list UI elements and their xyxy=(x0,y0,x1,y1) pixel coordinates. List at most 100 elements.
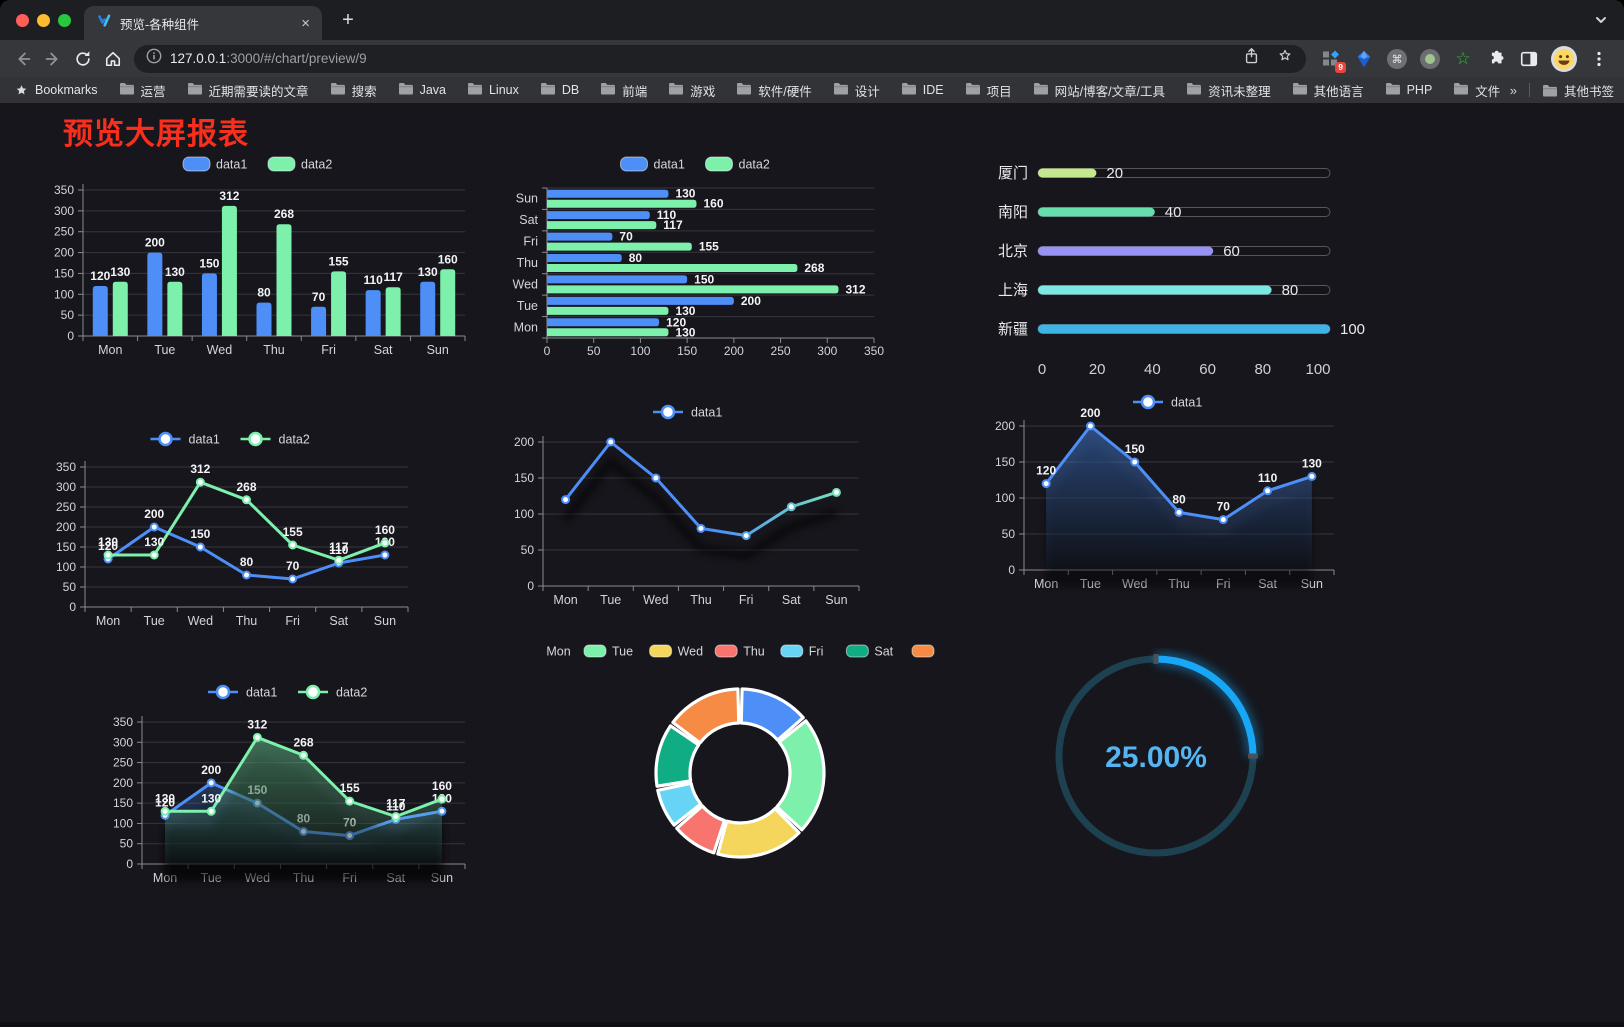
svg-text:312: 312 xyxy=(190,462,210,476)
svg-text:上海: 上海 xyxy=(998,282,1028,299)
svg-text:110: 110 xyxy=(1258,471,1278,485)
svg-text:200: 200 xyxy=(113,776,133,790)
svg-text:Sun: Sun xyxy=(516,192,538,206)
bookmark-label: 设计 xyxy=(854,84,880,99)
share-icon[interactable] xyxy=(1243,47,1260,70)
extension-green-dot-icon[interactable] xyxy=(1419,48,1441,70)
svg-text:130: 130 xyxy=(201,791,221,805)
chart-gradient-line[interactable]: 0 50 100 150 200 Mon Tue Wed Thu Fri Sat Sun data1 xyxy=(503,398,877,613)
minimize-window-button[interactable] xyxy=(37,14,50,27)
chart-horizontal-bar[interactable]: Mon Tue Wed Thu Fri Sat Sun 0 50 100 150 200 250 300 3… xyxy=(505,150,890,365)
tab-close-icon[interactable]: × xyxy=(301,14,310,32)
bookmark-folder[interactable]: 近期需要读的文章 xyxy=(187,81,309,100)
bookmark-folder[interactable]: IDE xyxy=(901,81,944,100)
bookmark-folder[interactable]: 资讯未整理 xyxy=(1186,81,1271,100)
svg-text:data2: data2 xyxy=(301,158,332,172)
svg-text:155: 155 xyxy=(699,240,719,254)
bookmarks-bar: Bookmarks 运营 近期需要读的文章 搜索 Java Linux DB 前端 游戏 软件/… xyxy=(0,77,1624,103)
new-tab-button[interactable]: + xyxy=(342,9,354,31)
svg-text:100: 100 xyxy=(995,491,1015,505)
svg-text:40: 40 xyxy=(1144,361,1161,378)
chart-grouped-bar[interactable]: 0 50 100 150 200 250 300 350 Mon Tue Wed Thu Fri Sat S… xyxy=(45,150,475,365)
folder-icon xyxy=(833,82,849,98)
svg-text:70: 70 xyxy=(312,290,326,304)
chart-area-double[interactable]: 0 50 100 150 200 250 300 350 Mon Tue Wed Thu Fri Sat S… xyxy=(100,678,480,890)
maximize-window-button[interactable] xyxy=(58,14,71,27)
bookmark-folder[interactable]: Java xyxy=(398,81,446,100)
extensions-puzzle-icon[interactable] xyxy=(1485,48,1507,70)
back-button[interactable] xyxy=(8,44,38,74)
extension-gem-icon[interactable] xyxy=(1353,48,1375,70)
svg-text:Wed: Wed xyxy=(643,593,669,607)
extension-command-icon[interactable]: ⌘ xyxy=(1386,48,1408,70)
extension-star-icon[interactable]: ☆ xyxy=(1455,49,1471,68)
bookmark-folder[interactable]: 软件/硬件 xyxy=(736,81,812,100)
bookmark-folder[interactable]: 项目 xyxy=(965,81,1012,100)
svg-text:312: 312 xyxy=(247,717,267,731)
close-window-button[interactable] xyxy=(16,14,29,27)
svg-text:data1: data1 xyxy=(654,158,685,172)
svg-text:80: 80 xyxy=(1254,361,1271,378)
svg-text:80: 80 xyxy=(1172,492,1186,506)
bookmark-folder[interactable]: PHP xyxy=(1385,81,1432,100)
svg-text:300: 300 xyxy=(56,480,76,494)
svg-text:160: 160 xyxy=(432,779,452,793)
address-bar[interactable]: 127.0.0.1:3000/#/chart/preview/9 xyxy=(134,44,1306,73)
bookmarks-label: Bookmarks xyxy=(35,83,98,97)
svg-text:130: 130 xyxy=(1302,456,1322,470)
bookmark-folder[interactable]: 游戏 xyxy=(668,81,715,100)
tab-search-chevron-icon[interactable] xyxy=(1594,13,1608,32)
svg-text:100: 100 xyxy=(56,560,76,574)
bookmarks-manager[interactable]: Bookmarks xyxy=(14,83,98,98)
bookmark-star-icon[interactable] xyxy=(1276,47,1294,70)
reload-button[interactable] xyxy=(68,44,98,74)
site-info-icon[interactable] xyxy=(146,48,162,69)
svg-text:0: 0 xyxy=(527,579,534,593)
folder-icon xyxy=(965,82,981,98)
browser-menu-icon[interactable] xyxy=(1588,48,1610,70)
svg-text:50: 50 xyxy=(63,580,77,594)
svg-text:155: 155 xyxy=(340,781,360,795)
svg-text:150: 150 xyxy=(514,471,534,485)
svg-text:Fri: Fri xyxy=(285,614,300,628)
svg-text:300: 300 xyxy=(54,204,74,218)
chart-city-progress[interactable]: 厦门 20 南阳 40 北京 60 上海 80 新疆 100 0 20 40 60 80 100 xyxy=(988,155,1368,385)
chart-two-line[interactable]: 0 50 100 150 200 250 300 350 Mon Tue Wed Thu Fri Sat S… xyxy=(45,425,420,635)
svg-text:155: 155 xyxy=(283,525,303,539)
svg-text:120: 120 xyxy=(90,269,110,283)
bookmark-folder[interactable]: 网站/博客/文章/工具 xyxy=(1033,81,1165,100)
home-button[interactable] xyxy=(98,44,128,74)
svg-text:150: 150 xyxy=(694,272,714,286)
svg-text:Mon: Mon xyxy=(514,320,538,334)
folder-icon xyxy=(1292,82,1308,98)
svg-text:130: 130 xyxy=(675,304,695,318)
bookmark-folder[interactable]: Linux xyxy=(467,81,519,100)
svg-text:100: 100 xyxy=(54,287,74,301)
bookmark-folder[interactable]: 前端 xyxy=(600,81,647,100)
bookmark-folder[interactable]: 运营 xyxy=(119,81,166,100)
bookmark-folder[interactable]: 搜索 xyxy=(330,81,377,100)
bookmark-folder[interactable]: 其他语言 xyxy=(1292,81,1364,100)
bookmark-folder[interactable]: DB xyxy=(540,81,579,100)
forward-button[interactable] xyxy=(38,44,68,74)
profile-avatar[interactable] xyxy=(1551,45,1577,72)
bookmark-folder[interactable]: 设计 xyxy=(833,81,880,100)
svg-text:Tue: Tue xyxy=(612,645,633,659)
svg-text:110: 110 xyxy=(363,273,383,287)
extension-grid-icon[interactable]: 9 xyxy=(1320,48,1346,73)
other-bookmarks-folder[interactable]: 其他书签 xyxy=(1542,81,1614,100)
svg-text:150: 150 xyxy=(54,266,74,280)
chart-area-single[interactable]: 0 50 100 150 200 Mon Tue Wed Thu Fri Sat Sun 120 200 1… xyxy=(988,388,1352,593)
chart-gauge[interactable]: 25.00% xyxy=(1048,648,1264,864)
svg-text:80: 80 xyxy=(629,251,643,265)
bookmarks-overflow-chevron[interactable]: » xyxy=(1509,82,1517,98)
side-panel-icon[interactable] xyxy=(1518,48,1540,70)
svg-text:Wed: Wed xyxy=(207,343,233,357)
svg-text:350: 350 xyxy=(56,460,76,474)
browser-tab[interactable]: 预览-各种组件 × xyxy=(84,6,322,40)
svg-text:20: 20 xyxy=(1106,165,1123,182)
svg-text:268: 268 xyxy=(293,735,313,749)
svg-text:150: 150 xyxy=(995,455,1015,469)
folder-icon xyxy=(398,82,414,98)
